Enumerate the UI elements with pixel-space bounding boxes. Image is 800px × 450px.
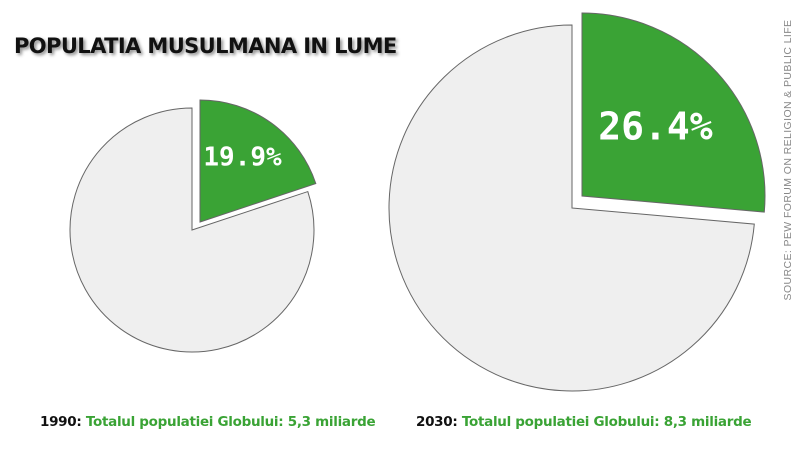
caption-2030: 2030: Totalul populatiei Globului: 8,3 m… <box>416 414 752 430</box>
pie-chart-1990: 19.9% <box>69 99 317 353</box>
pie-chart-2030: 26.4% <box>388 12 766 392</box>
pie-1990-rest-slice <box>69 107 315 353</box>
pie-2030-percent-label: 26.4% <box>598 105 713 149</box>
caption-2030-text: Totalul populatiei Globului: 8,3 miliard… <box>461 414 752 430</box>
pie-2030-rest-slice <box>388 24 755 392</box>
caption-2030-year: 2030: <box>416 414 458 430</box>
pie-1990-highlight-slice <box>199 99 317 223</box>
chart-title: POPULATIA MUSULMANA IN LUME <box>14 34 397 58</box>
pie-2030-highlight-slice <box>581 12 766 213</box>
pie-1990-percent-label: 19.9% <box>203 143 282 173</box>
caption-1990-text: Totalul populatiei Globului: 5,3 miliard… <box>85 414 376 430</box>
caption-1990: 1990: Totalul populatiei Globului: 5,3 m… <box>40 414 376 430</box>
caption-1990-year: 1990: <box>40 414 82 430</box>
